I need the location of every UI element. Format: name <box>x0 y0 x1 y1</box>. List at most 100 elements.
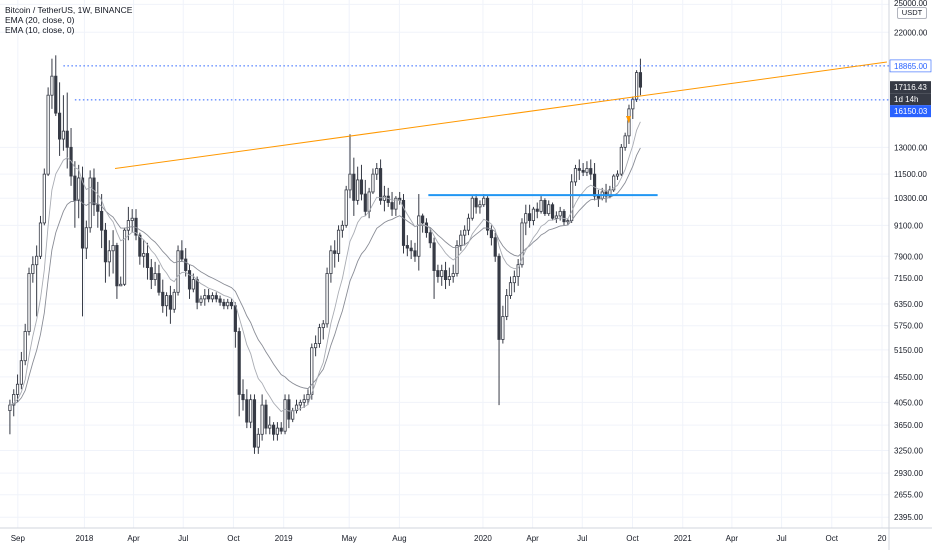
y-tick-label: 22000.00 <box>894 28 928 37</box>
candle-up <box>531 208 536 221</box>
candle-up <box>608 189 612 197</box>
candle-up <box>573 168 578 183</box>
candle-up <box>38 222 43 257</box>
candle-down <box>528 213 532 221</box>
candle-up <box>298 401 302 406</box>
candle-up <box>119 283 123 287</box>
candle-up <box>566 220 570 223</box>
candle-down <box>54 75 58 114</box>
candle-down <box>409 247 413 252</box>
candle-down <box>424 222 429 234</box>
candle-up <box>482 197 486 206</box>
y-tick-label: 7150.00 <box>894 274 923 283</box>
candle-down <box>168 295 172 310</box>
candle-up <box>19 360 23 385</box>
candle-down <box>428 232 432 244</box>
candle-down <box>581 169 585 173</box>
candle-up <box>619 146 623 175</box>
candle-up <box>172 291 176 310</box>
y-tick-label: 3650.00 <box>894 421 923 430</box>
price-tag-label: 1d 14h <box>894 95 918 104</box>
candle-down <box>497 255 501 340</box>
candle-down <box>638 72 643 88</box>
candle-down <box>73 175 77 201</box>
candle-down <box>264 404 268 429</box>
candle-up <box>226 301 230 307</box>
candle-up <box>256 433 260 448</box>
x-tick-label: Jul <box>178 534 188 543</box>
candle-up <box>547 204 551 215</box>
candle-down <box>390 202 394 210</box>
x-tick-label: 20 <box>878 534 887 543</box>
candle-down <box>474 197 478 208</box>
candle-down <box>80 177 85 249</box>
candle-up <box>314 343 318 349</box>
candle-down <box>589 168 593 175</box>
ema10-line <box>9 121 641 413</box>
candle-up <box>570 181 574 221</box>
candle-up <box>122 229 127 285</box>
candle-up <box>249 399 253 423</box>
candle-up <box>623 135 627 148</box>
candle-up <box>470 197 474 219</box>
candle-up <box>35 255 39 266</box>
y-tick-label: 10300.00 <box>894 194 928 203</box>
candle-up <box>291 410 295 420</box>
candle-up <box>615 173 620 177</box>
candle-down <box>333 250 337 254</box>
candle-down <box>214 295 218 300</box>
candle-down <box>543 199 547 215</box>
y-tick-label: 5750.00 <box>894 322 923 331</box>
candle-up <box>516 264 520 277</box>
candle-down <box>562 210 566 223</box>
y-tick-label: 4050.00 <box>894 398 923 407</box>
candle-up <box>165 295 169 307</box>
x-tick-label: 2021 <box>674 534 692 543</box>
x-tick-label: 2019 <box>275 534 293 543</box>
candle-up <box>455 245 459 274</box>
candle-up <box>268 424 272 429</box>
candle-down <box>550 204 555 219</box>
candle-up <box>344 189 348 226</box>
price-tag-label: 18865.00 <box>894 62 928 71</box>
y-tick-label: 4550.00 <box>894 373 923 382</box>
price-tag-label: 17116.43 <box>894 83 927 92</box>
candle-up <box>340 224 344 231</box>
candle-up <box>382 195 386 201</box>
trend-marker <box>625 116 631 124</box>
axis-unit-label[interactable]: USDT <box>897 7 927 19</box>
candle-up <box>329 250 333 274</box>
candle-up <box>375 168 379 175</box>
candle-up <box>107 250 111 263</box>
candle-up <box>508 282 513 296</box>
legend-symbol: Bitcoin / TetherUS, 1W, BINANCE <box>5 5 133 15</box>
x-tick-label: Aug <box>392 534 406 543</box>
candle-down <box>237 331 241 395</box>
candle-up <box>126 220 130 231</box>
candle-up <box>50 75 54 96</box>
candle-up <box>191 279 195 290</box>
candle-up <box>321 323 325 329</box>
candle-down <box>149 267 153 280</box>
candle-up <box>317 327 322 344</box>
candle-up <box>153 273 157 280</box>
candle-up <box>142 253 146 257</box>
x-tick-label: Oct <box>227 534 240 543</box>
candle-down <box>218 298 222 303</box>
candle-up <box>463 229 467 236</box>
candle-up <box>23 331 27 362</box>
candle-up <box>501 316 505 340</box>
candle-down <box>157 273 161 293</box>
candle-up <box>505 295 509 317</box>
price-tag <box>890 81 931 94</box>
x-tick-label: Apr <box>127 534 140 543</box>
candle-down <box>535 208 539 212</box>
candle-down <box>145 253 150 269</box>
x-tick-label: 2018 <box>76 534 94 543</box>
x-tick-label: Oct <box>626 534 639 543</box>
candle-up <box>440 270 444 277</box>
candle-up <box>512 276 516 284</box>
candle-down <box>195 279 199 303</box>
y-tick-label: 2930.00 <box>894 469 923 478</box>
